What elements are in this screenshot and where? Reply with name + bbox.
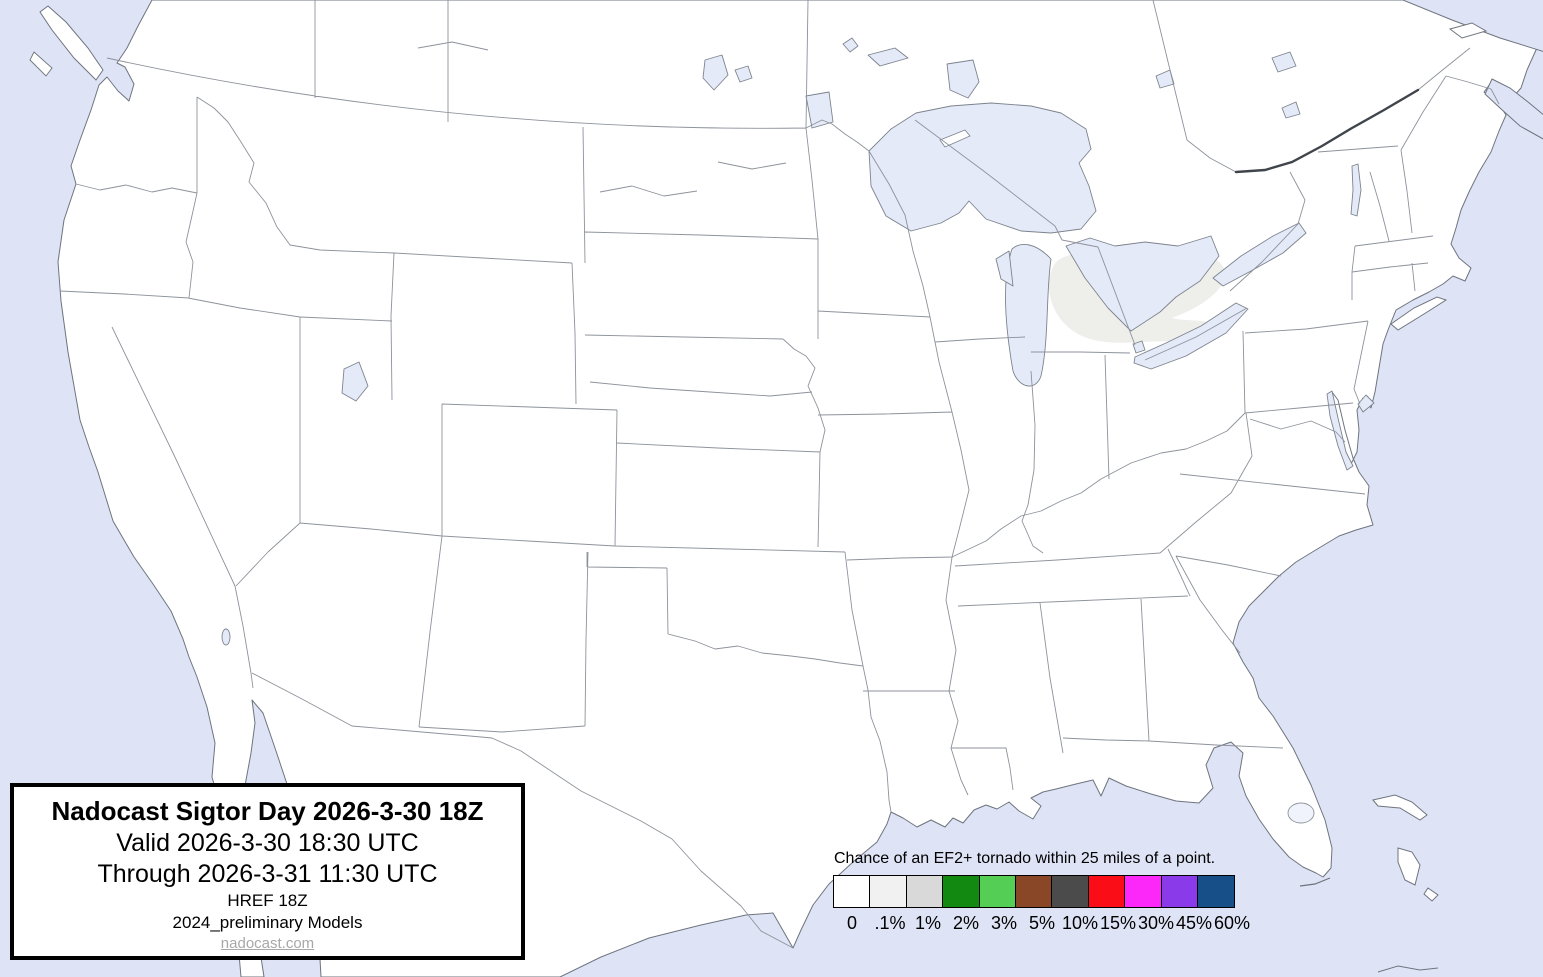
legend-label: 10% — [1061, 913, 1099, 933]
lake-ontario — [1212, 222, 1307, 287]
delaware-bay — [1357, 394, 1375, 413]
great-salt-lake — [341, 361, 369, 402]
legend-label: 0 — [846, 913, 857, 933]
bay-of-fundy — [1484, 78, 1543, 140]
forecast-models-version: 2024_preliminary Models — [172, 913, 363, 932]
chesapeake-bay — [1326, 390, 1354, 471]
legend-label: 3% — [990, 913, 1017, 933]
lake-okeechobee — [1287, 802, 1315, 824]
legend-swatch — [869, 875, 908, 908]
canadian-lake-4 — [1281, 101, 1301, 119]
lake-manitoba — [734, 65, 753, 83]
bahamas-grand-bahama — [1372, 794, 1428, 821]
legend-label: 15% — [1099, 913, 1137, 933]
canadian-lake-2 — [867, 47, 909, 67]
cuba-coast — [1377, 965, 1439, 973]
canadian-lake-3 — [1271, 51, 1297, 73]
legend-title: Chance of an EF2+ tornado within 25 mile… — [834, 850, 1216, 867]
legend-swatch — [978, 875, 1017, 908]
lake-of-the-woods — [805, 91, 834, 129]
legend-swatch — [1197, 875, 1236, 908]
florida-keys — [1299, 877, 1331, 887]
lake-champlain — [1350, 163, 1362, 217]
lake-st-clair — [1132, 340, 1146, 354]
legend-swatch — [1051, 875, 1090, 908]
green-bay — [995, 250, 1014, 287]
legend-swatch — [1087, 875, 1126, 908]
bahamas-small-cay — [1423, 887, 1439, 902]
canadian-lake-1 — [842, 37, 859, 53]
legend-swatch — [905, 875, 944, 908]
long-island — [1390, 296, 1448, 331]
legend-label: .1% — [874, 913, 906, 933]
lake-nipigon — [946, 59, 980, 99]
legend-label: 30% — [1137, 913, 1175, 933]
legend-swatch — [1015, 875, 1054, 908]
state-borders — [59, 0, 1500, 949]
forecast-model: HREF 18Z — [227, 891, 308, 910]
legend-label: 45% — [1175, 913, 1213, 933]
bahamas-andros — [1397, 847, 1421, 886]
st-lawrence-river — [1234, 88, 1420, 174]
small-island-bc — [29, 51, 53, 77]
nadocast-link[interactable]: nadocast.com — [220, 935, 315, 952]
legend-label: 2% — [952, 913, 979, 933]
canadian-lake-5 — [1155, 69, 1175, 89]
lake-superior — [868, 102, 1097, 234]
isle-royale — [939, 129, 971, 148]
probability-legend: Chance of an EF2+ tornado within 25 mile… — [833, 850, 1251, 934]
prince-edward-island — [1448, 22, 1488, 39]
legend-label-row: 0 .1% 1% 2% 3% 5% 10% 15% 30% 45% 60% — [833, 913, 1251, 934]
legend-label: 5% — [1028, 913, 1055, 933]
legend-label: 1% — [914, 913, 941, 933]
salton-sea — [221, 628, 231, 646]
lake-winnipeg-south — [702, 54, 729, 91]
legend-swatch — [1160, 875, 1199, 908]
forecast-title: Nadocast Sigtor Day 2026-3-30 18Z — [51, 796, 484, 826]
forecast-through-time: Through 2026-3-31 11:30 UTC — [97, 860, 438, 888]
forecast-info-box: Nadocast Sigtor Day 2026-3-30 18Z Valid … — [10, 783, 525, 960]
legend-swatch — [1124, 875, 1163, 908]
lake-michigan — [1005, 243, 1052, 387]
legend-label: 60% — [1213, 913, 1251, 933]
legend-swatch-row — [833, 875, 1251, 908]
legend-swatch — [942, 875, 981, 908]
legend-swatch — [833, 875, 871, 908]
vancouver-island — [39, 5, 104, 81]
lake-huron — [1065, 235, 1220, 332]
forecast-valid-time: Valid 2026-3-30 18:30 UTC — [116, 829, 419, 857]
